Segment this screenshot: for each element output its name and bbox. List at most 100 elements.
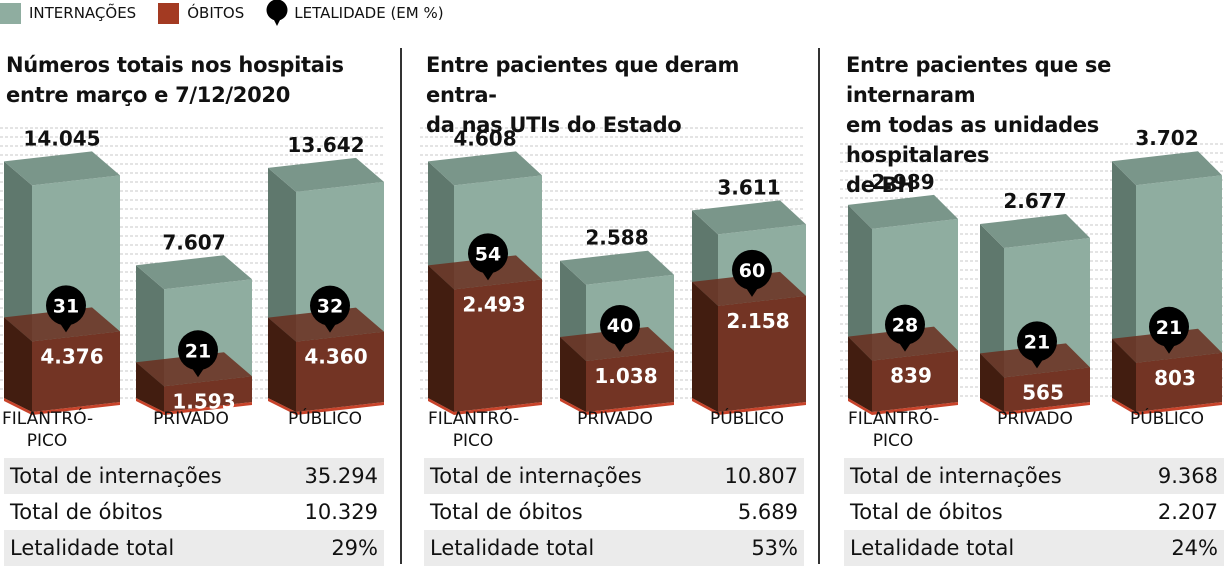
category-line: PRIVADO: [997, 409, 1073, 429]
obitos-bar-side: [136, 362, 164, 412]
obitos-bar: [164, 376, 252, 412]
obitos-bar-base: [692, 398, 806, 415]
letalidade-pin-tail: [1031, 359, 1043, 369]
panel-divider: [818, 48, 820, 564]
obitos-bar-side: [560, 336, 586, 412]
title-line: em todas as unidades hospitalares: [846, 113, 1099, 167]
category-line: FILANTRÓ-: [2, 409, 94, 429]
obitos-value-label: 839: [890, 364, 932, 388]
bar-group-0: 2.989 839 28: [848, 170, 958, 415]
stat-value: 53%: [751, 536, 798, 560]
obitos-bar: [1004, 367, 1090, 412]
category-label-publico: PÚBLICO: [270, 408, 380, 430]
letalidade-value-label: 21: [185, 340, 211, 362]
internacoes-value-label: 3.611: [717, 175, 780, 199]
letalidade-value-label: 28: [892, 315, 918, 337]
letalidade-value-label: 54: [475, 243, 501, 265]
obitos-bar-side: [1112, 338, 1136, 412]
letalidade-pin-tail: [614, 342, 626, 352]
panel-hospital-totals: 14.045 4.376 31 7.607 1.593 21 13.642 4.360 32 N…: [0, 48, 390, 566]
bar-group-2: 3.611 2.158 60: [692, 175, 806, 415]
bar-group-2: 3.702 803 21: [1112, 126, 1222, 415]
category-label-filantropico: FILANTRÓ- PICO: [848, 408, 939, 452]
obitos-bar: [454, 279, 542, 412]
internacoes-bar-top: [1112, 151, 1222, 186]
letalidade-pin-tail: [1163, 344, 1175, 354]
stat-value: 10.329: [304, 500, 378, 524]
internacoes-bar-top: [560, 250, 674, 285]
internacoes-value-label: 2.989: [871, 170, 934, 194]
obitos-value-label: 2.158: [726, 309, 789, 333]
legend-label: INTERNAÇÕES: [29, 4, 137, 22]
obitos-swatch: [158, 2, 180, 24]
total-internacoes-row: Total de internações 35.294: [4, 458, 384, 494]
letalidade-pin: [732, 249, 772, 290]
obitos-bar: [586, 350, 674, 412]
internacoes-value-label: 4.608: [453, 126, 516, 150]
letalidade-pin: [46, 285, 86, 326]
obitos-value-label: 1.038: [594, 364, 657, 388]
letalidade-total-row: Letalidade total 24%: [844, 530, 1224, 566]
stat-value: 35.294: [304, 464, 378, 488]
internacoes-value-label: 14.045: [23, 126, 100, 150]
letalidade-pin-tail: [899, 342, 911, 352]
obitos-bar: [32, 331, 120, 412]
letalidade-pin: [1017, 321, 1057, 362]
letalidade-pin-tail: [482, 271, 494, 281]
obitos-value-label: 803: [1154, 366, 1196, 390]
obitos-value-label: 2.493: [462, 292, 525, 316]
stat-value: 24%: [1171, 536, 1218, 560]
panel-uti-estado: 4.608 2.493 54 2.588 1.038 40 3.611 2.158 60 Ent…: [420, 48, 810, 566]
letalidade-total-row: Letalidade total 53%: [424, 530, 804, 566]
stat-label: Total de internações: [430, 464, 642, 488]
bar-group-0: 14.045 4.376 31: [4, 126, 120, 415]
internacoes-bar-top: [848, 194, 958, 229]
letalidade-pin-tail: [192, 368, 204, 378]
legend-label: ÓBITOS: [187, 4, 245, 22]
totals-table: Total de internações 9.368 Total de óbit…: [844, 458, 1224, 566]
category-line: PICO: [452, 431, 494, 451]
letalidade-pin-tail: [60, 323, 72, 333]
obitos-value-label: 4.376: [40, 344, 103, 368]
letalidade-value-label: 40: [607, 315, 633, 337]
stat-value: 10.807: [724, 464, 798, 488]
obitos-bar-base: [1112, 398, 1222, 415]
total-obitos-row: Total de óbitos 2.207: [844, 494, 1224, 530]
category-label-filantropico: FILANTRÓ- PICO: [2, 408, 94, 452]
title-line: da nas UTIs do Estado: [426, 113, 682, 137]
panel-title: Entre pacientes que se internaram em tod…: [846, 50, 1230, 200]
stat-label: Letalidade total: [430, 536, 595, 560]
total-obitos-row: Total de óbitos 10.329: [4, 494, 384, 530]
obitos-bar-base: [560, 398, 674, 415]
bar-group-0: 4.608 2.493 54: [428, 126, 542, 415]
letalidade-pin: [310, 285, 350, 326]
category-line: PICO: [872, 431, 914, 451]
letalidade-total-row: Letalidade total 29%: [4, 530, 384, 566]
category-line: FILANTRÓ-: [428, 409, 520, 429]
bar-group-1: 2.677 565 21: [980, 189, 1090, 415]
obitos-bar: [296, 331, 384, 412]
total-internacoes-row: Total de internações 10.807: [424, 458, 804, 494]
stat-label: Total de óbitos: [430, 500, 583, 524]
internacoes-bar-top: [268, 157, 384, 192]
stat-value: 29%: [331, 536, 378, 560]
panel-divider: [400, 48, 402, 564]
stat-value: 2.207: [1157, 500, 1218, 524]
totals-table: Total de internações 10.807 Total de óbi…: [424, 458, 804, 566]
totals-table: Total de internações 35.294 Total de óbi…: [4, 458, 384, 566]
obitos-bar-side: [692, 281, 718, 412]
letalidade-value-label: 60: [739, 260, 765, 282]
chart-bh-unidades: 2.989 839 28 2.677 565 21 3.702 803 21: [840, 126, 1225, 415]
obitos-bar-side: [268, 317, 296, 412]
letalidade-pin: [178, 330, 218, 371]
obitos-value-label: 1.593: [172, 389, 235, 413]
stat-value: 5.689: [737, 500, 798, 524]
title-line: Números totais nos hospitais: [6, 53, 344, 77]
obitos-bar-side: [4, 317, 32, 412]
obitos-bar-base: [428, 398, 542, 415]
title-line: entre março e 7/12/2020: [6, 83, 291, 107]
obitos-value-label: 565: [1022, 380, 1064, 404]
legend: INTERNAÇÕES ÓBITOS LETALIDADE (EM %): [0, 0, 466, 26]
stat-label: Total de internações: [10, 464, 222, 488]
internacoes-value-label: 2.588: [585, 226, 648, 250]
